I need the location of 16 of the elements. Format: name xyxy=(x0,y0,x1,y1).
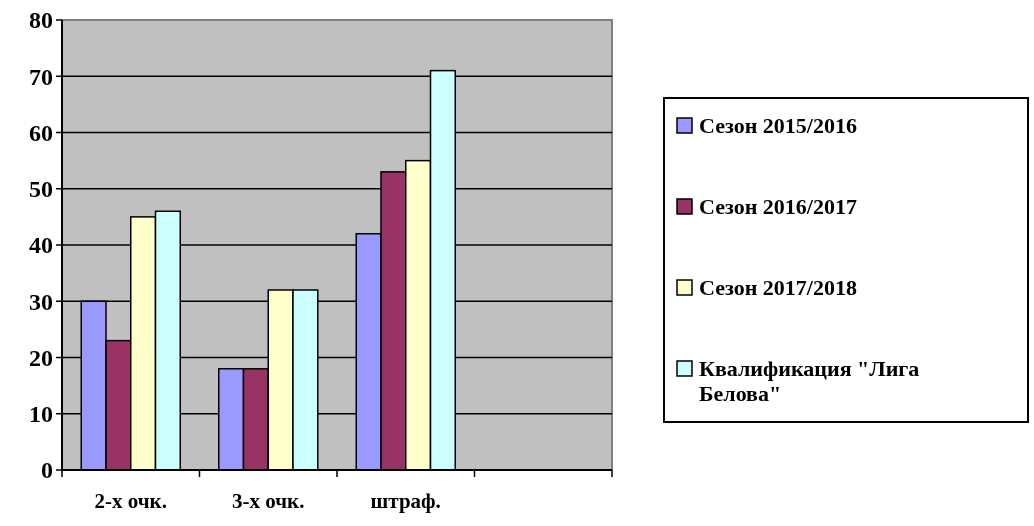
y-tick-label: 30 xyxy=(29,288,53,315)
legend-label: Сезон 2015/2016 xyxy=(699,112,857,138)
y-tick-label: 60 xyxy=(29,119,53,146)
y-tick-label: 50 xyxy=(29,176,53,203)
legend-label: Квалификация "Лига Белова" xyxy=(699,355,920,406)
y-tick-label: 20 xyxy=(29,344,53,371)
legend-label: Сезон 2017/2018 xyxy=(699,274,857,300)
x-tick-label: 3-х очк. xyxy=(232,489,305,513)
y-tick-label: 70 xyxy=(29,63,53,90)
y-tick-label: 10 xyxy=(29,401,53,428)
y-tick-label: 0 xyxy=(41,457,53,484)
y-tick-label: 80 xyxy=(29,7,53,34)
x-tick-label: штраф. xyxy=(370,489,441,513)
y-tick-label: 40 xyxy=(29,232,53,259)
x-tick-label: 2-х очк. xyxy=(94,489,167,513)
legend-label: Сезон 2016/2017 xyxy=(699,193,857,219)
